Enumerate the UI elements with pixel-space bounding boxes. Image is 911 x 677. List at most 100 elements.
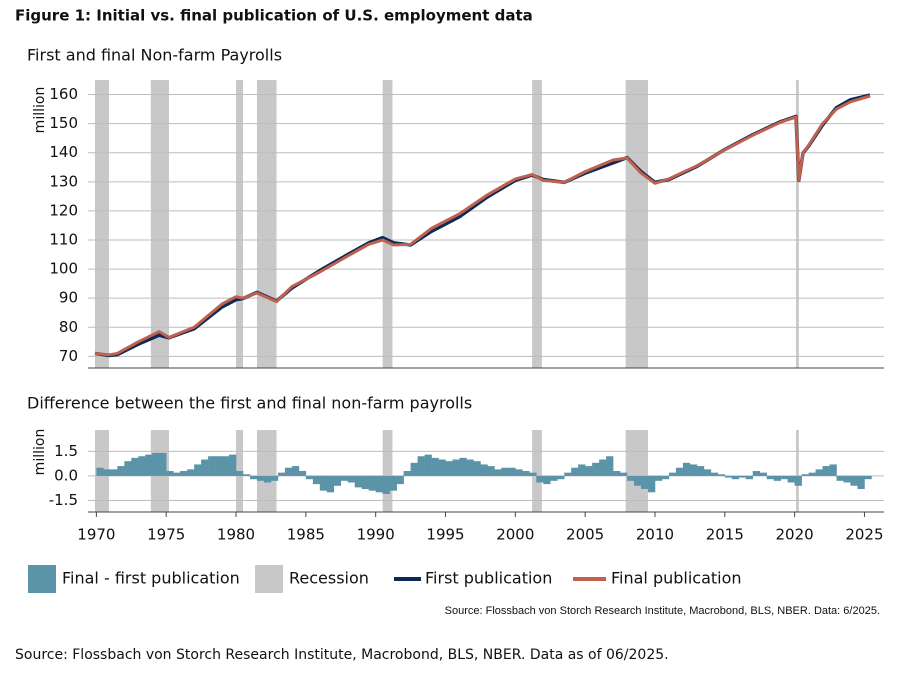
x-tick-label: 2020 — [776, 526, 814, 544]
bar — [717, 474, 726, 476]
y-axis-label: million — [32, 87, 48, 134]
recession-band — [625, 80, 648, 368]
bar — [452, 459, 460, 476]
bar — [745, 475, 754, 480]
x-tick-label: 1990 — [357, 526, 395, 544]
bar — [270, 475, 279, 481]
bar — [829, 464, 837, 476]
legend-label: First publication — [425, 569, 552, 588]
bar — [312, 475, 321, 485]
bar — [599, 459, 607, 476]
bar — [96, 467, 104, 476]
bar — [794, 475, 802, 486]
bar — [592, 462, 600, 476]
legend: Final - first publication Recession Firs… — [28, 565, 742, 593]
source-note: Source: Flossbach von Storch Research In… — [445, 605, 880, 617]
bar — [110, 469, 118, 476]
bar — [501, 467, 509, 476]
bar — [585, 466, 593, 476]
y-tick-label: 1.5 — [54, 442, 78, 460]
bar — [347, 475, 356, 483]
x-tick-label: 1970 — [77, 526, 115, 544]
bar — [194, 464, 202, 476]
bar — [773, 475, 781, 481]
y-tick-label: 150 — [49, 114, 78, 132]
bar — [864, 475, 872, 480]
bar — [815, 469, 823, 476]
bar — [145, 454, 153, 476]
recession-band — [625, 430, 648, 512]
recession-band — [796, 80, 799, 368]
bar — [368, 475, 376, 491]
bar — [403, 471, 411, 476]
bar — [787, 475, 795, 483]
recession-band — [532, 430, 542, 512]
bar — [187, 469, 195, 476]
x-tick-label: 2015 — [706, 526, 744, 544]
bar — [263, 475, 272, 483]
legend-label: Final publication — [611, 569, 742, 588]
bar — [173, 472, 181, 476]
bar — [208, 456, 216, 476]
bar — [243, 474, 251, 476]
x-tick-label: 1975 — [147, 526, 185, 544]
bar — [620, 472, 628, 476]
bar — [480, 464, 488, 476]
bar — [613, 471, 621, 476]
x-tick-label: 2010 — [636, 526, 674, 544]
bar — [550, 475, 558, 481]
bar — [340, 475, 349, 481]
x-tick-label: 1985 — [287, 526, 325, 544]
bar — [222, 456, 230, 476]
recession-band — [150, 80, 169, 368]
bar — [634, 475, 642, 486]
bar — [682, 462, 691, 476]
recession-band — [796, 430, 799, 512]
bar — [508, 467, 516, 476]
panel: -1.5 0.0 1.5 1970 1975 1980 1985 1990 1995 2000 20… — [49, 430, 884, 544]
bar — [661, 475, 670, 480]
bar — [473, 461, 481, 476]
recession-band — [236, 80, 244, 368]
bar — [647, 475, 656, 493]
bar — [417, 456, 425, 476]
recession-band — [382, 430, 393, 512]
bar — [249, 475, 258, 480]
bar — [759, 472, 767, 476]
bar — [382, 475, 390, 494]
bar — [229, 454, 237, 476]
bar — [766, 475, 774, 480]
bar — [424, 454, 432, 476]
bar — [180, 471, 188, 476]
bar — [333, 475, 342, 486]
bar — [529, 472, 537, 476]
x-tick-label: 2025 — [845, 526, 883, 544]
legend-label: Recession — [289, 569, 369, 588]
bar — [710, 472, 719, 476]
bar — [738, 475, 747, 478]
y-tick-label: 110 — [49, 231, 78, 249]
legend-label: Final - first publication — [62, 569, 240, 588]
bar — [641, 475, 649, 490]
y-tick-label: 140 — [49, 143, 78, 161]
panel-title: Difference between the first and final n… — [27, 394, 472, 413]
bar — [675, 467, 684, 476]
bar — [515, 469, 523, 476]
bar — [703, 469, 712, 476]
bar — [445, 461, 453, 476]
bar — [305, 475, 314, 480]
y-tick-label: -1.5 — [49, 491, 78, 509]
panel-title: First and final Non-farm Payrolls — [27, 46, 282, 65]
x-tick-label: 1995 — [426, 526, 464, 544]
y-tick-label: 0.0 — [54, 466, 78, 484]
bar — [724, 475, 733, 478]
x-tick-label: 2000 — [496, 526, 534, 544]
y-tick-label: 160 — [49, 85, 78, 103]
bar — [696, 466, 705, 476]
bar — [536, 475, 544, 483]
bar — [117, 466, 125, 476]
bar — [201, 459, 209, 476]
bar — [438, 459, 446, 476]
